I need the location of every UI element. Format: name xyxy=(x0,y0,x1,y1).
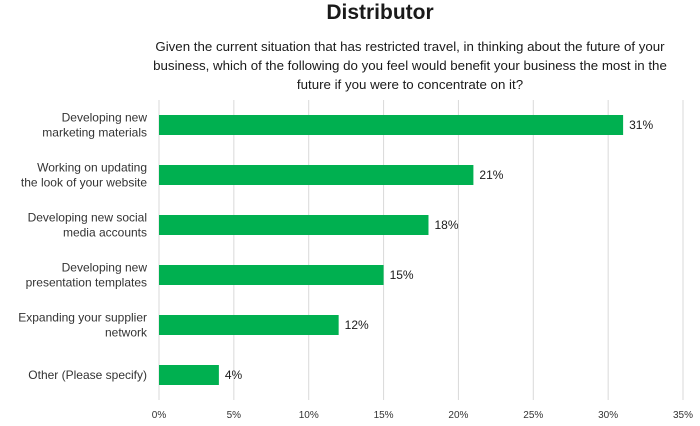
bar xyxy=(159,115,624,135)
category-label-line: the look of your website xyxy=(21,176,147,190)
x-tick-label: 20% xyxy=(448,410,468,421)
category-label-line: network xyxy=(105,326,148,340)
bar xyxy=(159,265,384,285)
x-tick-label: 10% xyxy=(299,410,319,421)
labels: 0% 5% 10% 15% 20% 25% 30% 35%31%Developing new m… xyxy=(18,111,693,422)
value-label: 12% xyxy=(345,318,369,332)
bar xyxy=(159,365,219,385)
category-label-line: presentation templates xyxy=(26,276,147,290)
category-label-line: Developing new xyxy=(62,261,148,275)
chart-subtitle: Given the current situation that has res… xyxy=(153,39,667,92)
category-label-line: Other (Please specify) xyxy=(28,368,147,382)
category-label: Developing new marketing materials xyxy=(42,111,147,140)
bar xyxy=(159,315,339,335)
x-tick-label: 35% xyxy=(673,410,693,421)
category-label: Working on updating the look of your webs… xyxy=(21,161,147,190)
value-label: 4% xyxy=(225,368,243,382)
gridlines xyxy=(158,100,684,400)
value-label: 31% xyxy=(629,118,653,132)
category-label: Other (Please specify) xyxy=(28,368,147,382)
value-label: 21% xyxy=(479,168,503,182)
category-label: Expanding your supplier network xyxy=(18,311,148,340)
x-tick-label: 30% xyxy=(598,410,618,421)
category-label-line: marketing materials xyxy=(42,126,147,140)
value-label: 18% xyxy=(434,218,458,232)
chart-title: Distributor xyxy=(326,1,434,24)
category-label-line: media accounts xyxy=(63,226,147,240)
x-tick-label: 0% xyxy=(152,410,167,421)
bars xyxy=(159,115,624,385)
bar xyxy=(159,165,474,185)
bar xyxy=(159,215,429,235)
category-label-line: Developing new xyxy=(62,111,148,125)
value-label: 15% xyxy=(390,268,414,282)
category-label-line: Working on updating xyxy=(37,161,147,175)
category-label-line: Developing new social xyxy=(28,211,147,225)
x-tick-label: 5% xyxy=(227,410,242,421)
category-label: Developing new presentation templates xyxy=(26,261,148,290)
category-label-line: Expanding your supplier xyxy=(18,311,147,325)
x-tick-label: 25% xyxy=(523,410,543,421)
category-label: Developing new social media accounts xyxy=(28,211,147,240)
x-tick-label: 15% xyxy=(374,410,394,421)
